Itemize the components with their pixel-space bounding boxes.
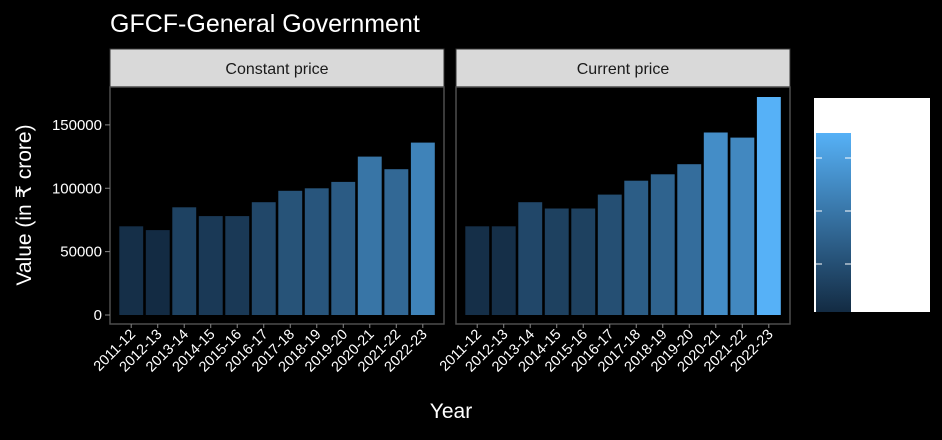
- bar: [172, 207, 197, 315]
- facet-label: Current price: [577, 61, 670, 78]
- y-tick-label: 50000: [60, 244, 102, 261]
- bar: [756, 97, 781, 315]
- bar: [278, 190, 303, 315]
- bar: [198, 216, 223, 315]
- y-tick-label: 150000: [52, 117, 102, 134]
- y-axis-label: Value (in ₹ crore): [13, 124, 36, 285]
- x-axis-label: Year: [430, 400, 472, 423]
- facet-strip: [109, 48, 445, 88]
- y-tick-label: 100000: [52, 180, 102, 197]
- facet-label: Constant price: [225, 61, 328, 78]
- bar: [571, 208, 596, 315]
- panel-current-price: Current price2011-122012-132013-142014-1…: [437, 48, 791, 375]
- legend-colorbar: [816, 133, 851, 312]
- bar: [703, 132, 728, 315]
- bar: [544, 208, 569, 315]
- bar: [597, 194, 622, 315]
- chart-title: GFCF-General Government: [110, 10, 420, 38]
- bar: [225, 216, 250, 315]
- bar: [357, 156, 382, 315]
- y-tick-label: 0: [94, 307, 102, 324]
- bar: [251, 202, 276, 315]
- bar: [518, 202, 543, 315]
- bar: [145, 230, 170, 315]
- facet-strip: [455, 48, 791, 88]
- bar: [384, 169, 409, 315]
- bar: [624, 180, 649, 315]
- color-legend: [814, 98, 930, 312]
- bar: [491, 226, 516, 315]
- bar: [304, 188, 329, 315]
- bar: [650, 174, 675, 315]
- bar: [730, 137, 755, 315]
- bar: [677, 164, 702, 315]
- bar: [410, 142, 435, 315]
- bar: [465, 226, 490, 315]
- bar: [331, 181, 356, 315]
- bar: [119, 226, 144, 315]
